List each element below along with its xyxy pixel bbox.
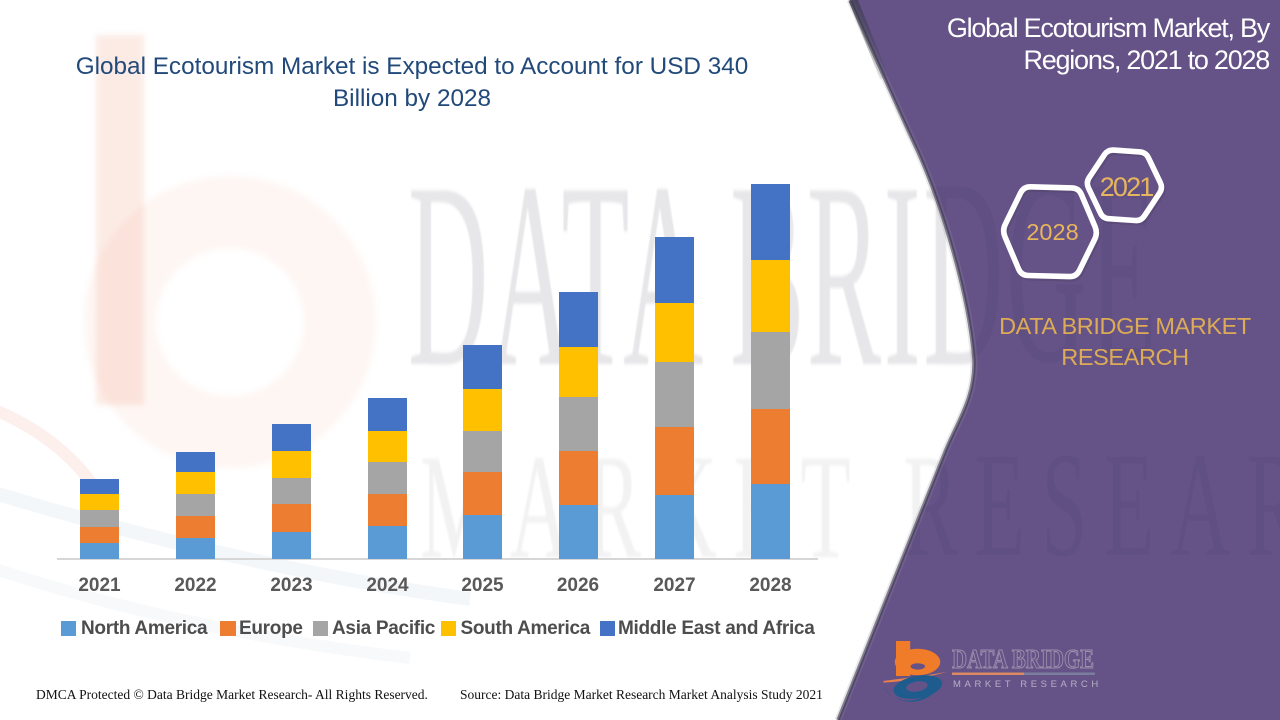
svg-text:MARKET RESEARCH: MARKET RESEARCH — [420, 422, 1280, 588]
svg-text:MARKET RESEARCH: MARKET RESEARCH — [953, 679, 1102, 690]
svg-text:2028: 2028 — [1026, 219, 1078, 245]
svg-text:2021: 2021 — [1100, 172, 1155, 202]
svg-text:DATA BRIDGE: DATA BRIDGE — [952, 644, 1094, 674]
